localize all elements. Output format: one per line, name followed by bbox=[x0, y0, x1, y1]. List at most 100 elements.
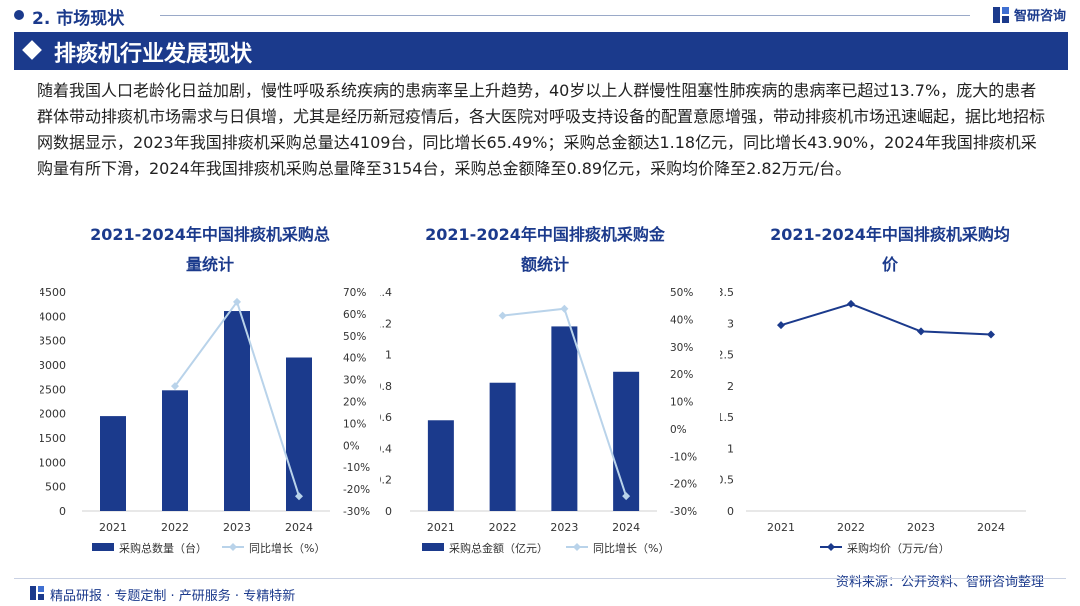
chart-average-price: 2021-2024年中国排痰机采购均 价 0 0.5 1 1.5 2 2.5 3 3.5 202… bbox=[720, 215, 1060, 560]
bar bbox=[551, 326, 578, 511]
chart-title: 2021-2024年中国排痰机采购总 量统计 bbox=[40, 220, 380, 280]
y-right-tick-label: 30% bbox=[343, 375, 366, 387]
y-left-tick-label: 0.5 bbox=[720, 474, 734, 487]
y-left-tick-label: 3.5 bbox=[720, 286, 734, 299]
intro-paragraph: 随着我国人口老龄化日益加剧，慢性呼吸系统疾病的患病率呈上升趋势，40岁以上人群慢… bbox=[37, 81, 1046, 178]
chart-title: 2021-2024年中国排痰机采购金 额统计 bbox=[380, 220, 710, 280]
y-left-tick-label: 3500 bbox=[40, 335, 66, 348]
page-title: 排痰机行业发展现状 bbox=[54, 42, 253, 67]
y-left-tick-label: 0 bbox=[59, 505, 66, 518]
y-right-tick-label: 10% bbox=[670, 397, 693, 409]
line-point bbox=[171, 382, 179, 391]
legend-marker bbox=[827, 543, 835, 551]
legend-swatch-bar bbox=[422, 543, 444, 551]
y-left-tick-label: 0.6 bbox=[380, 411, 392, 424]
y-left-tick-label: 1.2 bbox=[380, 317, 392, 330]
y-left-tick-label: 0.4 bbox=[380, 442, 392, 455]
y-right-tick-label: 60% bbox=[343, 309, 366, 321]
legend-label: 采购总数量（台） bbox=[119, 541, 207, 555]
legend-marker bbox=[573, 543, 581, 551]
chart-purchase-amount: 2021-2024年中国排痰机采购金 额统计 0 0.2 0.4 0.6 0.8 1 1.2… bbox=[380, 215, 710, 560]
line-point bbox=[295, 492, 303, 501]
chart-title-line: 价 bbox=[881, 255, 898, 274]
y-left-tick-label: 1000 bbox=[40, 456, 66, 469]
brand-logo-icon bbox=[992, 6, 1009, 23]
bar bbox=[427, 420, 454, 511]
y-left-tick-label: 2.5 bbox=[720, 349, 734, 362]
y-right-tick-label: 30% bbox=[670, 342, 693, 354]
line-point bbox=[622, 492, 631, 501]
y-left-tick-label: 1 bbox=[385, 349, 392, 362]
top-divider bbox=[160, 15, 970, 16]
brand: 智研咨询 bbox=[992, 5, 1066, 24]
chart-title-line: 额统计 bbox=[520, 255, 569, 274]
chart-title-line: 量统计 bbox=[185, 255, 234, 274]
x-tick-label: 2022 bbox=[489, 521, 517, 534]
chart-purchase-volume: 2021-2024年中国排痰机采购总 量统计 0 500 1000 1500 2000 2… bbox=[40, 215, 380, 560]
line-point bbox=[498, 311, 507, 320]
y-right-tick-label: 40% bbox=[343, 353, 366, 365]
y-left-tick-label: 2500 bbox=[40, 383, 66, 396]
section-title: 2. 市场现状 bbox=[32, 9, 125, 29]
bar bbox=[613, 371, 640, 511]
y-left-tick-label: 4500 bbox=[40, 286, 66, 299]
chart-svg: 0 0.5 1 1.5 2 2.5 3 3.5 2021 2022 2023 2024 采购均价（万元/… bbox=[720, 286, 1026, 555]
legend-label: 同比增长（%） bbox=[249, 541, 325, 555]
y-right-tick-label: -20% bbox=[670, 479, 697, 491]
legend-label: 采购均价（万元/台） bbox=[847, 541, 950, 555]
y-left-tick-label: 1.5 bbox=[720, 411, 734, 424]
x-tick-label: 2023 bbox=[223, 521, 251, 534]
y-right-tick-label: -30% bbox=[343, 506, 370, 518]
y-right-tick-label: 50% bbox=[343, 331, 366, 343]
legend-label: 同比增长（%） bbox=[593, 541, 669, 555]
y-right-tick-label: 0% bbox=[670, 424, 687, 436]
section-bullet-icon bbox=[14, 10, 24, 20]
x-tick-label: 2022 bbox=[837, 521, 865, 534]
series-line bbox=[780, 302, 992, 336]
x-tick-label: 2021 bbox=[99, 521, 127, 534]
bar bbox=[489, 382, 516, 511]
x-tick-label: 2021 bbox=[427, 521, 455, 534]
x-tick-label: 2022 bbox=[161, 521, 189, 534]
top-bar: 2. 市场现状 智研咨询 bbox=[0, 0, 1080, 30]
chart-svg: 0 500 1000 1500 2000 2500 3000 3500 4000 4500 -30%… bbox=[40, 286, 370, 555]
line-point bbox=[233, 297, 241, 306]
y-left-tick-label: 3 bbox=[727, 317, 734, 330]
footer: 精品研报 · 专题定制 · 产研服务 · 专精特新 bbox=[0, 578, 1080, 606]
y-left-tick-label: 4000 bbox=[40, 310, 66, 323]
footer-divider bbox=[14, 578, 1066, 579]
y-left-tick-label: 1.4 bbox=[380, 286, 392, 299]
bar bbox=[224, 311, 250, 511]
line-point bbox=[560, 304, 569, 313]
y-right-tick-label: 10% bbox=[343, 418, 366, 430]
line-point bbox=[987, 330, 995, 339]
line-point bbox=[917, 327, 925, 336]
y-right-tick-label: -20% bbox=[343, 484, 370, 496]
x-tick-label: 2023 bbox=[907, 521, 935, 534]
title-banner: 排痰机行业发展现状 bbox=[14, 32, 1068, 70]
y-right-tick-label: 20% bbox=[343, 397, 366, 409]
x-tick-label: 2023 bbox=[550, 521, 578, 534]
y-right-tick-label: -10% bbox=[670, 451, 697, 463]
legend-label: 采购总金额（亿元） bbox=[449, 541, 548, 555]
y-left-tick-label: 0.2 bbox=[380, 474, 392, 487]
y-right-tick-label: 40% bbox=[670, 314, 693, 326]
chart-title-line: 2021-2024年中国排痰机采购总 bbox=[90, 225, 330, 244]
y-left-tick-label: 1 bbox=[727, 442, 734, 455]
chart-title-line: 2021-2024年中国排痰机采购金 bbox=[425, 225, 665, 244]
footer-logo-icon bbox=[30, 586, 44, 600]
chart-title-line: 2021-2024年中国排痰机采购均 bbox=[770, 225, 1010, 244]
chart-svg: 0 0.2 0.4 0.6 0.8 1 1.2 1.4 -30% -20% -10% 0% 10% 20%… bbox=[380, 286, 697, 555]
y-left-tick-label: 2000 bbox=[40, 408, 66, 421]
y-right-tick-label: 70% bbox=[343, 287, 366, 299]
y-right-tick-label: 50% bbox=[670, 287, 693, 299]
y-right-tick-label: -30% bbox=[670, 506, 697, 518]
x-tick-label: 2024 bbox=[285, 521, 313, 534]
line-point bbox=[847, 299, 855, 308]
x-tick-label: 2021 bbox=[767, 521, 795, 534]
y-left-tick-label: 0 bbox=[385, 505, 392, 518]
y-left-tick-label: 2 bbox=[727, 380, 734, 393]
bar bbox=[162, 390, 188, 511]
legend-marker bbox=[229, 543, 237, 551]
y-left-tick-label: 0.8 bbox=[380, 380, 392, 393]
